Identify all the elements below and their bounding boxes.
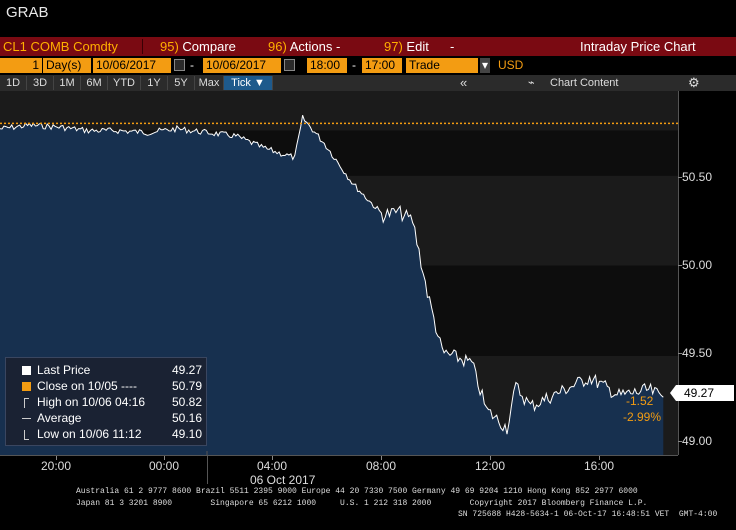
footer-contacts-line2: Japan 81 3 3201 8900 Singapore 65 6212 1… (76, 499, 648, 508)
high-marker-icon (24, 398, 29, 408)
legend-row-last-price[interactable]: Last Price 49.27 (6, 363, 206, 378)
x-tick-mark (164, 456, 165, 460)
x-tick-label: 08:00 (365, 459, 397, 473)
footer-serial: SN 725688 H428-5634-1 06-Oct-17 16:48:51… (458, 510, 718, 519)
legend-value: 50.82 (171, 395, 202, 409)
date-bar: 1 Day(s) 10/06/2017 - 10/06/2017 18:00 -… (0, 57, 736, 74)
data-type-select[interactable]: Trade (406, 58, 478, 73)
legend-row-high[interactable]: High on 10/06 04:16 50.82 (6, 395, 206, 410)
date-separator: - (190, 58, 194, 72)
legend-value: 50.79 (171, 379, 202, 393)
legend-label: High on 10/06 04:16 (37, 395, 146, 409)
chart-content-button[interactable]: Chart Content (550, 77, 619, 89)
orange-square-icon (22, 382, 31, 391)
x-tick-mark (490, 456, 491, 460)
actions-label: Actions (289, 39, 333, 54)
day-divider (207, 456, 208, 484)
y-tick-label: 50.50 (682, 170, 713, 184)
legend-value: 50.16 (171, 411, 202, 425)
y-tick-mark (678, 177, 682, 178)
period-count-input[interactable]: 1 (0, 58, 42, 73)
range-5y-button[interactable]: 5Y (168, 76, 195, 90)
y-tick-mark (678, 353, 682, 354)
legend-label: Average (37, 411, 82, 425)
legend-value: 49.27 (171, 363, 202, 377)
range-6m-button[interactable]: 6M (81, 76, 108, 90)
range-1m-button[interactable]: 1M (54, 76, 81, 90)
range-max-button[interactable]: Max (195, 76, 224, 90)
menu-bar: CL1 COMB Comdty 95) Compare 96) Actions … (0, 37, 736, 91)
edit-label: Edit (406, 39, 429, 54)
edit-dropdown-icon[interactable]: - (450, 39, 455, 54)
compare-num: 95) (160, 39, 179, 54)
legend-row-low[interactable]: Low on 10/06 11:12 49.10 (6, 427, 206, 442)
net-change-label: -1.52 (626, 394, 654, 408)
x-tick-label: 04:00 (256, 459, 288, 473)
grid-band (0, 91, 678, 131)
actions-dropdown-icon: - (335, 39, 341, 54)
average-line-icon (22, 418, 31, 419)
menu-divider (142, 39, 143, 54)
last-price-line (0, 115, 664, 435)
x-tick-mark (272, 456, 273, 460)
tick-dropdown-button[interactable]: Tick ▼ (224, 76, 273, 90)
x-tick-mark (381, 456, 382, 460)
x-tick-label: 20:00 (40, 459, 72, 473)
collapse-icon[interactable]: « (460, 75, 468, 90)
legend-label: Close on 10/05 ---- (37, 379, 138, 393)
title-bar: GRAB (0, 0, 736, 36)
y-tick-mark (678, 265, 682, 266)
period-unit-select[interactable]: Day(s) (43, 58, 91, 73)
y-tick-label: 49.00 (682, 434, 713, 448)
legend-label: Last Price (37, 363, 91, 377)
x-tick-label: 12:00 (474, 459, 506, 473)
edit-num: 97) (384, 39, 403, 54)
actions-num: 96) (268, 39, 287, 54)
pct-change-label: -2.99% (623, 410, 662, 424)
low-marker-icon (24, 430, 29, 440)
edit-menu-button[interactable]: 97) Edit (384, 39, 429, 54)
footer-contacts-line1: Australia 61 2 9777 8600 Brazil 5511 239… (76, 487, 638, 496)
ticker-label[interactable]: CL1 COMB Comdty (3, 39, 118, 54)
x-tick-mark (56, 456, 57, 460)
y-tick-mark (678, 441, 682, 442)
calendar-icon[interactable] (174, 59, 185, 71)
chart-content-icon[interactable]: ⌁ (528, 77, 535, 89)
range-3d-button[interactable]: 3D (27, 76, 54, 90)
start-time-input[interactable]: 18:00 (307, 58, 347, 73)
footer: Australia 61 2 9777 8600 Brazil 5511 239… (0, 486, 736, 530)
range-1d-button[interactable]: 1D (0, 76, 27, 90)
y-tick-label: 50.00 (682, 258, 713, 272)
x-tick-mark (599, 456, 600, 460)
start-date-input[interactable]: 10/06/2017 (93, 58, 171, 73)
x-axis: 20:00 00:00 04:00 08:00 12:00 16:00 06 O… (0, 455, 678, 487)
range-ytd-button[interactable]: YTD (108, 76, 141, 90)
y-tick-label: 49.50 (682, 346, 713, 360)
currency-label[interactable]: USD (498, 58, 524, 72)
white-square-icon (22, 366, 31, 375)
last-price-tag: 49.27 (670, 385, 734, 401)
range-bar: 1D 3D 1M 6M YTD 1Y 5Y Max Tick ▼ « ⌁ Cha… (0, 75, 736, 91)
x-date-label: 06 Oct 2017 (250, 473, 316, 487)
legend[interactable]: Last Price 49.27 Close on 10/05 ---- 50.… (5, 357, 207, 446)
legend-label: Low on 10/06 11:12 (37, 427, 142, 441)
chart-type-title: Intraday Price Chart (580, 39, 696, 54)
calendar-icon[interactable] (284, 59, 295, 71)
compare-menu-button[interactable]: 95) Compare (160, 39, 236, 54)
x-tick-label: 00:00 (148, 459, 180, 473)
end-time-input[interactable]: 17:00 (362, 58, 402, 73)
compare-label: Compare (182, 39, 236, 54)
time-separator: - (352, 58, 356, 72)
app-title: GRAB (6, 4, 49, 21)
end-date-input[interactable]: 10/06/2017 (203, 58, 281, 73)
legend-value: 49.10 (171, 427, 202, 441)
actions-menu-button[interactable]: 96) Actions - (268, 39, 340, 54)
range-1y-button[interactable]: 1Y (141, 76, 168, 90)
x-tick-label: 16:00 (583, 459, 615, 473)
legend-row-close[interactable]: Close on 10/05 ---- 50.79 (6, 379, 206, 394)
gear-icon[interactable]: ⚙ (688, 75, 700, 90)
chevron-down-icon[interactable]: ▾ (480, 58, 490, 73)
legend-row-average[interactable]: Average 50.16 (6, 411, 206, 426)
